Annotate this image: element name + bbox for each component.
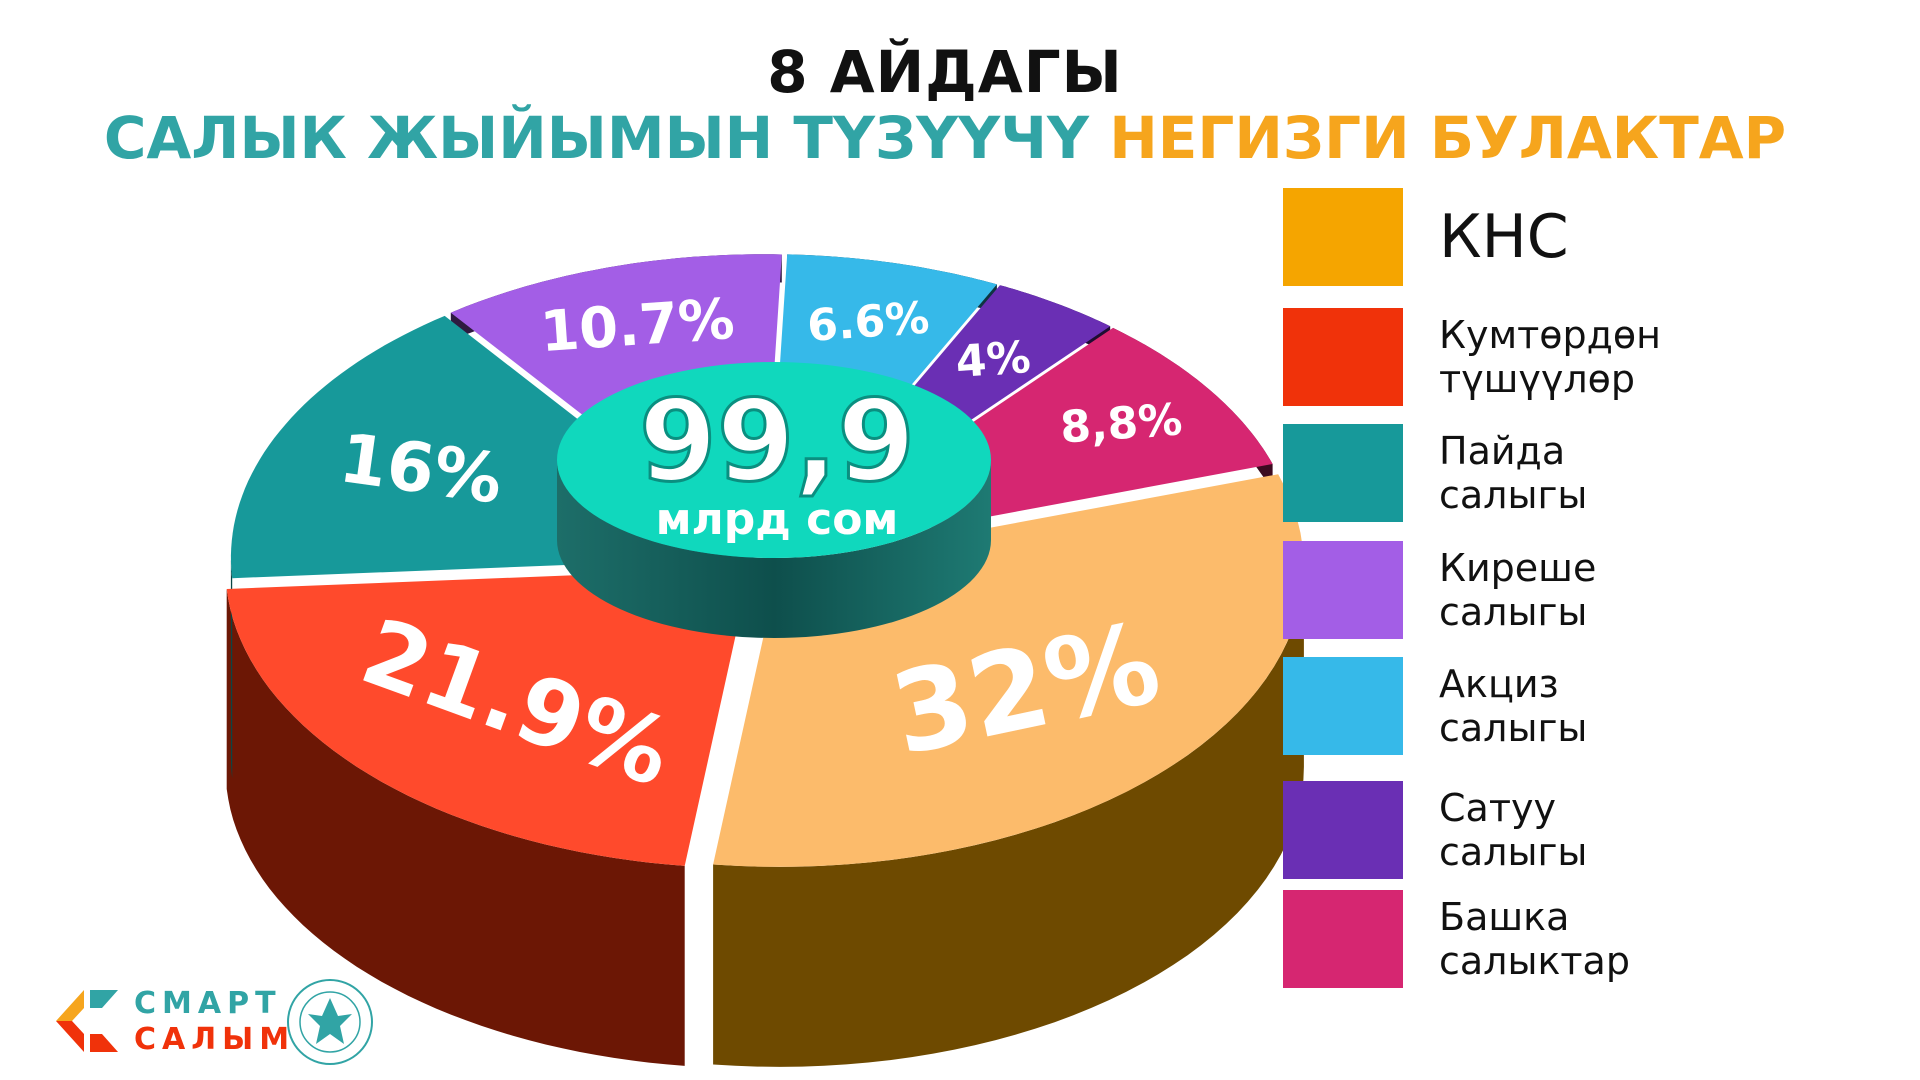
legend-swatch bbox=[1283, 657, 1403, 755]
legend-item: Пайда салыгы bbox=[1283, 424, 1883, 522]
logo-text-line2: САЛЫМ bbox=[134, 1022, 296, 1057]
legend-label-line: Акциз bbox=[1439, 662, 1559, 706]
chart-title-line2: САЛЫК ЖЫЙЫМЫН ТҮЗҮҮЧҮ НЕГИЗГИ БУЛАКТАР bbox=[0, 104, 1890, 172]
legend-label-line: Башка bbox=[1439, 895, 1570, 939]
legend-label-line: түшүүлөр bbox=[1439, 357, 1636, 401]
legend-label-line: КНС bbox=[1439, 202, 1569, 272]
legend: КНС Кумтөрдөн түшүүлөр Пайда салыгы Киреше сал… bbox=[1283, 0, 1903, 1000]
legend-swatch bbox=[1283, 781, 1403, 879]
legend-label-line: Киреше bbox=[1439, 546, 1597, 590]
legend-label-line: салыгы bbox=[1439, 830, 1588, 874]
legend-swatch bbox=[1283, 308, 1403, 406]
legend-swatch bbox=[1283, 188, 1403, 286]
title-part-orange: НЕГИЗГИ БУЛАКТАР bbox=[1109, 104, 1787, 172]
legend-item: КНС bbox=[1283, 188, 1883, 286]
legend-swatch bbox=[1283, 541, 1403, 639]
legend-label: Башка салыктар bbox=[1439, 895, 1630, 983]
legend-item: Кумтөрдөн түшүүлөр bbox=[1283, 308, 1883, 406]
legend-label-line: салыгы bbox=[1439, 706, 1588, 750]
legend-label: Кумтөрдөн түшүүлөр bbox=[1439, 313, 1661, 401]
slice-label: 4% bbox=[954, 332, 1032, 388]
legend-label: Акциз салыгы bbox=[1439, 662, 1587, 750]
center-unit: млрд сом bbox=[656, 494, 899, 545]
legend-label-line: Пайда bbox=[1439, 429, 1566, 473]
legend-label-line: Сатуу bbox=[1439, 786, 1556, 830]
logo-mark-icon bbox=[56, 990, 118, 1052]
tax-service-seal-icon bbox=[287, 979, 373, 1065]
legend-item: Сатуу салыгы bbox=[1283, 781, 1883, 879]
legend-label-line: Кумтөрдөн bbox=[1439, 313, 1662, 357]
hub-side bbox=[557, 460, 991, 638]
center-hub: 99,9 млрд сом bbox=[557, 362, 991, 638]
legend-label-line: салыгы bbox=[1439, 590, 1588, 634]
legend-item: Башка салыктар bbox=[1283, 890, 1883, 988]
title-part-teal: САЛЫК ЖЫЙЫМЫН ТҮЗҮҮЧҮ bbox=[103, 104, 1090, 172]
slice-label: 10.7% bbox=[538, 287, 736, 365]
slice-side bbox=[713, 566, 1304, 1067]
slice-top bbox=[226, 568, 751, 866]
smart-salym-logo: СМАРТ САЛЫМ bbox=[52, 979, 392, 1072]
chart-title-line1: 8 АЙДАГЫ bbox=[767, 38, 1123, 106]
legend-label: Пайда салыгы bbox=[1439, 429, 1587, 517]
legend-label: Сатуу салыгы bbox=[1439, 786, 1587, 874]
hub-top bbox=[557, 362, 991, 558]
legend-swatch bbox=[1283, 424, 1403, 522]
legend-swatch bbox=[1283, 890, 1403, 988]
legend-label: Киреше салыгы bbox=[1439, 546, 1596, 634]
center-value: 99,9 bbox=[639, 377, 915, 507]
slice-label: 6.6% bbox=[806, 293, 931, 352]
legend-label-line: салыгы bbox=[1439, 473, 1588, 517]
legend-item: Акциз салыгы bbox=[1283, 657, 1883, 755]
legend-label: КНС bbox=[1439, 205, 1569, 269]
logo-text-line1: СМАРТ bbox=[134, 986, 282, 1021]
slice-side bbox=[226, 589, 685, 1066]
legend-label-line: салыктар bbox=[1439, 939, 1630, 983]
legend-item: Киреше салыгы bbox=[1283, 541, 1883, 639]
slice-label: 8,8% bbox=[1059, 394, 1184, 453]
